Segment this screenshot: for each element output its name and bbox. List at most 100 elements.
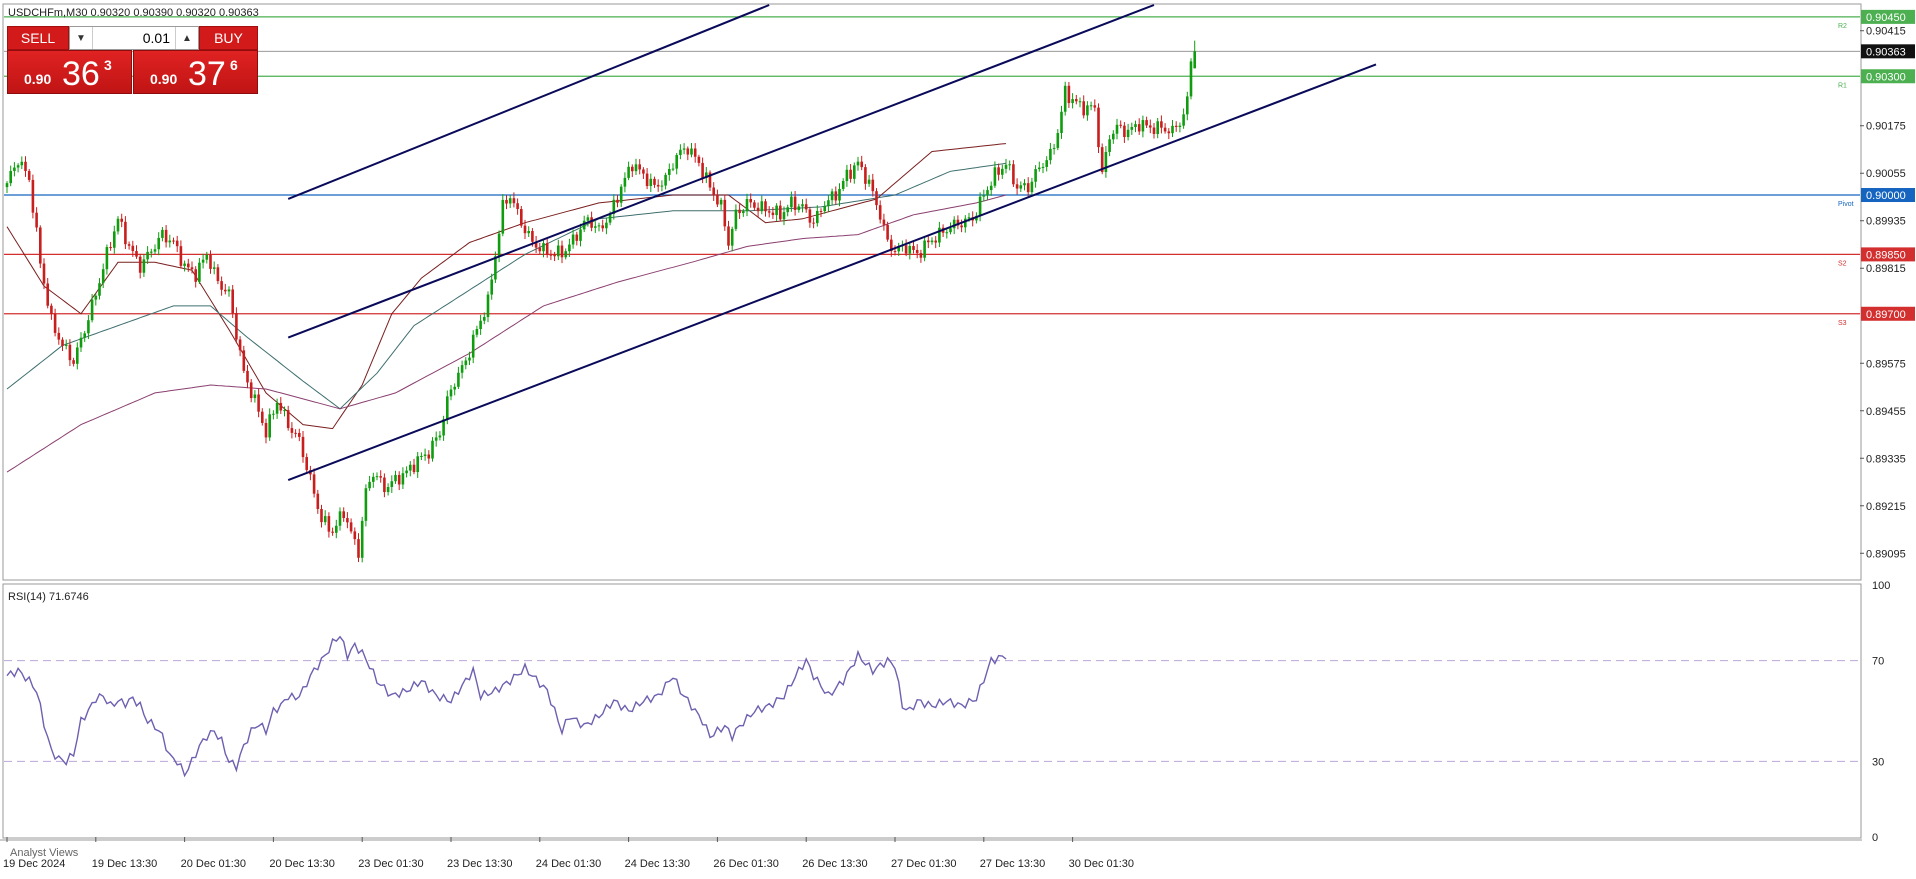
candle <box>612 194 616 220</box>
candle-body <box>804 204 808 210</box>
candle <box>1097 103 1100 153</box>
level-price-tag-bg <box>1861 188 1915 203</box>
channel-middle-line[interactable] <box>287 4 1155 339</box>
candle-body <box>867 179 871 184</box>
candle <box>1060 105 1063 139</box>
candle <box>150 248 153 258</box>
candle-body <box>50 305 53 314</box>
candle-body <box>938 227 941 243</box>
candle-body <box>1149 125 1152 128</box>
candle <box>1104 146 1108 178</box>
candle-body <box>349 522 353 532</box>
candle <box>767 206 771 218</box>
candle <box>83 330 86 342</box>
buy-price-button[interactable]: 0.90 37 6 <box>133 50 258 94</box>
candle <box>109 241 112 251</box>
lot-increase-button[interactable]: ▲ <box>175 27 198 49</box>
candle-body <box>46 283 49 306</box>
candle <box>438 431 442 441</box>
candle-body <box>1052 147 1056 149</box>
candle <box>989 181 993 196</box>
candle-body <box>238 339 242 351</box>
price-axis: 0.90415 0.90175 0.90055 0.89935 0.89815 0.895… <box>1860 26 1906 560</box>
lot-size-input[interactable] <box>94 27 174 49</box>
candle-body <box>816 210 819 224</box>
candle-body <box>993 167 997 186</box>
candle-body <box>756 207 760 212</box>
candle-body <box>327 516 331 532</box>
candle-body <box>819 210 823 212</box>
channel-upper-line[interactable] <box>287 4 770 200</box>
candle-body <box>986 190 989 196</box>
analyst-views-tab[interactable]: Analyst Views <box>10 847 79 859</box>
candle <box>468 351 471 366</box>
candle <box>649 173 653 192</box>
candle-body <box>649 178 653 187</box>
candle-body <box>68 344 72 361</box>
candle <box>486 291 490 323</box>
candle-body <box>346 518 349 523</box>
candle <box>719 197 723 211</box>
candle <box>46 277 49 309</box>
candle <box>390 475 394 493</box>
candle-body <box>431 440 434 459</box>
candle-body <box>87 320 90 334</box>
channel-lower-line[interactable] <box>287 63 1377 481</box>
candle-body <box>590 217 593 228</box>
level-price-tag-text: 0.90000 <box>1866 190 1906 202</box>
rsi-header: RSI(14) 71.6746 <box>8 591 89 603</box>
candle-body <box>1015 184 1019 189</box>
candle <box>490 273 493 300</box>
candle-body <box>161 229 164 238</box>
candle-body <box>668 169 671 175</box>
candle <box>1160 115 1163 134</box>
candle <box>816 205 819 227</box>
candle <box>1082 95 1085 119</box>
candle <box>283 406 286 417</box>
candle-body <box>401 473 405 485</box>
candle <box>220 276 223 296</box>
candle-body <box>9 171 12 184</box>
candle <box>1075 94 1078 105</box>
trend-channel[interactable] <box>287 4 1377 481</box>
candle-body <box>964 218 967 228</box>
time-tick-label: 20 Dec 13:30 <box>269 858 334 870</box>
lot-decrease-button[interactable]: ▼ <box>70 27 93 49</box>
candle <box>1152 123 1156 139</box>
candle-body <box>150 251 153 253</box>
lot-size-stepper[interactable]: ▼ ▲ <box>69 26 199 50</box>
candle-body <box>1063 85 1067 112</box>
candle <box>357 533 360 562</box>
candle-body <box>305 457 308 471</box>
buy-button[interactable]: BUY <box>199 26 258 50</box>
candle <box>305 453 308 473</box>
candle <box>1015 178 1019 195</box>
candle-body <box>1108 139 1111 152</box>
candle <box>190 261 194 274</box>
candle-body <box>860 161 863 168</box>
candle <box>20 156 24 170</box>
sell-price-button[interactable]: 0.90 36 3 <box>7 50 132 94</box>
candle-body <box>1078 101 1082 103</box>
candle-body <box>39 227 42 264</box>
candle-body <box>631 166 634 172</box>
candle-body <box>516 203 519 210</box>
candle-body <box>660 185 664 187</box>
candle-body <box>542 243 545 252</box>
candle-body <box>605 222 608 229</box>
candle <box>235 307 238 344</box>
candle <box>479 314 482 335</box>
candle-body <box>1097 107 1100 148</box>
sell-button[interactable]: SELL <box>7 26 69 50</box>
price-tick-label: 0.89575 <box>1866 358 1906 370</box>
candle <box>238 336 242 357</box>
candle-body <box>930 240 934 243</box>
candle-body <box>675 155 678 169</box>
candle <box>1026 177 1030 198</box>
time-tick-label: 30 Dec 01:30 <box>1069 858 1134 870</box>
candle-body <box>1041 166 1045 168</box>
candle-body <box>586 217 590 221</box>
candle-body <box>372 476 375 482</box>
